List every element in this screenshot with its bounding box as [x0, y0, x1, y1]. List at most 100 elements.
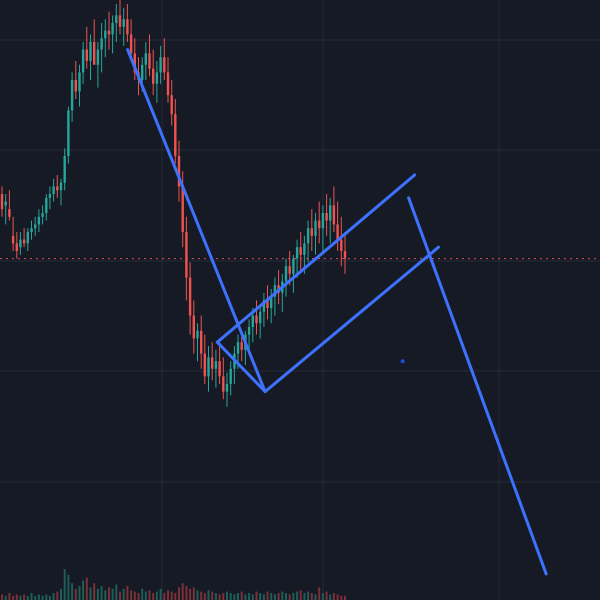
- candle-body: [181, 186, 184, 232]
- candle: [93, 19, 96, 65]
- candle: [152, 49, 155, 96]
- candle: [207, 346, 210, 392]
- candle: [166, 57, 170, 103]
- volume-bar: [12, 595, 15, 600]
- candle-body: [26, 232, 29, 244]
- candle-body: [115, 15, 118, 23]
- candle-body: [284, 266, 288, 282]
- candle-body: [45, 197, 48, 213]
- volume-bar: [240, 591, 243, 600]
- volume-bar: [266, 591, 269, 600]
- candle-body: [4, 201, 7, 206]
- candle: [115, 4, 118, 42]
- volume-bar: [4, 595, 7, 600]
- candle: [255, 300, 258, 335]
- candle-body: [133, 53, 136, 73]
- volume-bar: [314, 594, 317, 600]
- candle-body: [343, 251, 347, 259]
- volume-bar: [30, 593, 33, 600]
- drawings[interactable]: [126, 48, 548, 576]
- candle: [284, 258, 288, 297]
- candle-body: [74, 80, 77, 92]
- volume-bar: [174, 593, 177, 600]
- volume-bar: [192, 587, 195, 600]
- candle-body: [81, 49, 85, 73]
- projection-line[interactable]: [407, 196, 548, 576]
- candle-body: [59, 182, 63, 191]
- candle: [34, 216, 37, 236]
- candle-body: [225, 384, 229, 392]
- candle-body: [270, 296, 273, 308]
- candle: [222, 357, 225, 400]
- candle: [45, 194, 48, 221]
- volume-bar: [325, 591, 328, 600]
- candle: [174, 99, 177, 164]
- candle-body: [155, 72, 159, 84]
- candle: [118, 0, 122, 35]
- candle-body: [148, 53, 151, 69]
- candle-body: [266, 300, 269, 308]
- candle: [192, 300, 195, 354]
- candle-body: [207, 357, 210, 377]
- candle: [96, 42, 100, 88]
- volume-bar: [126, 586, 129, 600]
- candle-body: [188, 277, 192, 316]
- candle: [233, 346, 236, 384]
- volume-bar: [56, 591, 59, 600]
- volume-bar: [52, 593, 55, 600]
- candle-body: [177, 156, 181, 187]
- candle: [281, 273, 284, 312]
- candle: [56, 175, 59, 198]
- candle-body: [262, 300, 266, 312]
- candle-body: [214, 361, 218, 369]
- volume-bar: [155, 591, 158, 600]
- volume-bar: [222, 593, 225, 600]
- volume-bar: [144, 591, 147, 600]
- candle-body: [259, 311, 262, 324]
- candles: [0, 0, 347, 407]
- candle: [19, 232, 22, 255]
- volume-bar: [8, 593, 11, 600]
- channel-lower-line[interactable]: [263, 245, 440, 394]
- channel-upper-line[interactable]: [215, 173, 417, 344]
- candle-body: [321, 213, 325, 229]
- volume-bar: [148, 590, 151, 600]
- candle-body: [163, 57, 166, 73]
- candle: [277, 270, 280, 305]
- candle: [310, 209, 313, 251]
- volume-bar: [23, 594, 26, 600]
- volume-bar: [248, 593, 251, 600]
- candle: [11, 216, 15, 251]
- volume-bar: [78, 586, 81, 600]
- candle: [111, 15, 114, 54]
- candle-body: [292, 258, 295, 274]
- volume-bar: [111, 588, 114, 600]
- candle: [225, 372, 229, 407]
- candle-body: [48, 194, 52, 198]
- candle-body: [22, 239, 26, 244]
- candle-body: [314, 220, 317, 236]
- volume-bar: [214, 593, 217, 600]
- candle-body: [52, 186, 55, 194]
- volume-bar: [218, 594, 221, 600]
- candle: [163, 38, 166, 80]
- candle: [177, 140, 181, 202]
- candle-body: [63, 156, 66, 183]
- volume-bar: [237, 593, 239, 600]
- volume-bar: [211, 591, 214, 600]
- channel-edge-line[interactable]: [215, 340, 267, 394]
- candle: [48, 186, 52, 210]
- candle-body: [255, 315, 258, 324]
- trend-line-down[interactable]: [126, 48, 267, 394]
- candle-body: [325, 213, 328, 221]
- candle-body: [67, 110, 70, 156]
- candle-body: [295, 247, 299, 259]
- volume-bar: [1, 594, 3, 600]
- candle-body: [15, 243, 18, 251]
- volume-bar: [318, 587, 321, 600]
- candle-body: [303, 243, 306, 255]
- candle: [325, 194, 328, 236]
- volume-bar: [310, 593, 313, 600]
